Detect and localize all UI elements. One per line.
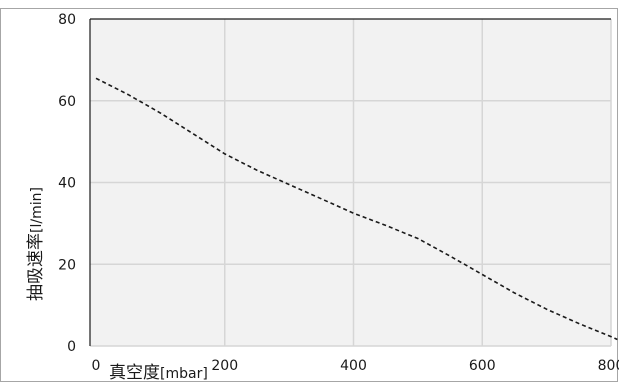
x-tick-labels: 0 200 400 600 800: [92, 358, 619, 374]
x-axis-label: 真空度[mbar]: [109, 363, 208, 382]
x-tick-label: 0: [92, 358, 101, 374]
x-tick-label: 400: [340, 358, 367, 374]
x-tick-label: 600: [469, 358, 496, 374]
x-tick-label: 800: [598, 358, 619, 374]
y-tick-label: 40: [58, 176, 76, 192]
series-line-0: [95, 77, 618, 341]
y-tick-label: 20: [58, 257, 76, 273]
y-tick-label: 80: [58, 12, 76, 28]
y-tick-label: 60: [58, 94, 76, 110]
y-axis-label-text: 抽吸速率: [26, 233, 46, 301]
x-tick-label: 200: [211, 358, 238, 374]
y-tick-label: 0: [67, 339, 76, 355]
x-axis-unit: [mbar]: [160, 366, 208, 382]
grid-lines: [90, 19, 612, 347]
y-axis-label: 抽吸速率[l/min]: [26, 187, 46, 301]
series-layer: [95, 77, 618, 341]
y-tick-labels: 0 20 40 60 80: [58, 12, 76, 355]
y-axis-unit: [l/min]: [29, 187, 45, 233]
x-axis-label-text: 真空度: [109, 363, 160, 382]
